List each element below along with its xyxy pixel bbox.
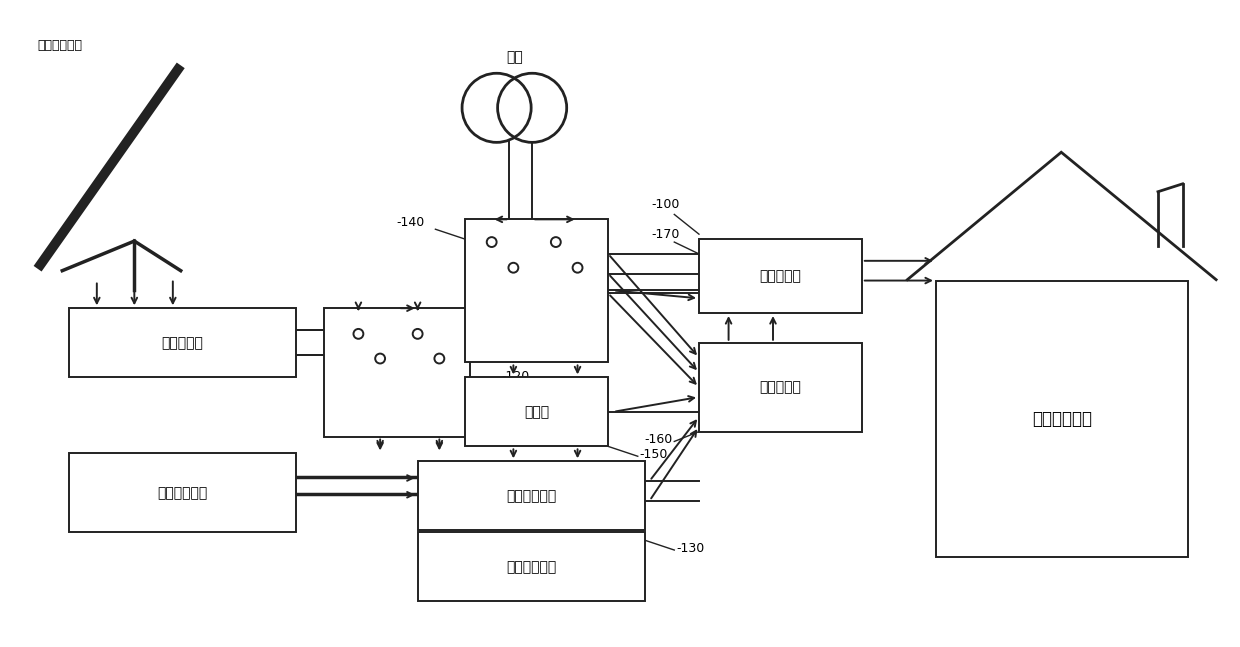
Text: 太阳能控制器: 太阳能控制器 [157,486,208,499]
Text: 家庭用电负载: 家庭用电负载 [1032,410,1091,428]
Bar [418,461,645,531]
Bar [936,281,1188,557]
Bar [418,532,645,601]
Text: 太阳能电池板: 太阳能电池板 [37,39,83,52]
Bar [699,343,862,432]
Bar [465,219,608,362]
Text: 电网: 电网 [506,50,523,65]
Bar [69,454,296,532]
Text: 充电器: 充电器 [525,405,549,419]
Text: 太阳能汇总: 太阳能汇总 [161,336,203,350]
Text: 调压调压器: 调压调压器 [759,269,801,283]
Text: 磷酸铁锂电池: 磷酸铁锂电池 [506,560,557,574]
Text: -140: -140 [396,216,424,229]
Text: -170: -170 [651,228,680,241]
Text: 逆变逆变器: 逆变逆变器 [759,380,801,394]
Text: -130: -130 [676,542,704,555]
Text: -100: -100 [651,197,680,210]
Bar [324,308,470,437]
Bar [699,239,862,313]
Text: -150: -150 [640,448,668,461]
Text: -110: -110 [501,305,529,318]
Text: -120: -120 [501,370,529,383]
Bar [69,308,296,377]
Text: -160: -160 [645,433,673,446]
Text: 电池管理系统: 电池管理系统 [506,488,557,503]
Bar [465,377,608,446]
